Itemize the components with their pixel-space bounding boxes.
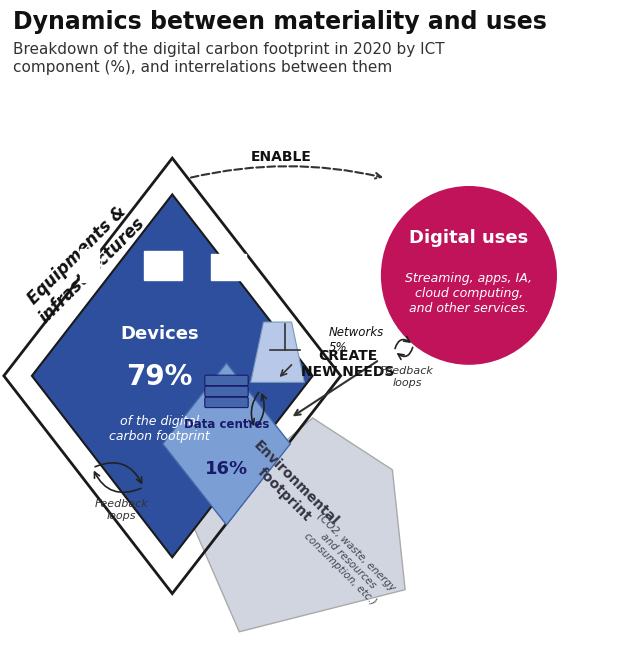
Text: Data centres: Data centres	[184, 418, 269, 431]
Text: ▬
▮: ▬ ▮	[84, 255, 94, 277]
Text: Digital uses: Digital uses	[410, 229, 528, 247]
Polygon shape	[211, 254, 246, 280]
Polygon shape	[80, 249, 99, 282]
Text: Feedback
loops: Feedback loops	[94, 499, 148, 521]
Text: CREATE
NEW NEEDS: CREATE NEW NEEDS	[301, 349, 394, 379]
Text: Feedback
loops: Feedback loops	[380, 366, 434, 388]
Text: Networks
5%: Networks 5%	[329, 326, 384, 354]
Text: (CO2, waste, energy
and resources
consumption, etc.): (CO2, waste, energy and resources consum…	[299, 511, 397, 610]
Polygon shape	[163, 363, 290, 525]
Polygon shape	[251, 322, 304, 382]
Text: 79%: 79%	[126, 363, 193, 391]
FancyBboxPatch shape	[205, 375, 248, 386]
Text: Dynamics between materiality and uses: Dynamics between materiality and uses	[13, 10, 547, 34]
Polygon shape	[32, 194, 313, 557]
Polygon shape	[144, 251, 182, 280]
Text: Equipments &
infrastructures: Equipments & infrastructures	[21, 199, 149, 327]
Text: Breakdown of the digital carbon footprint in 2020 by ICT
component (%), and inte: Breakdown of the digital carbon footprin…	[13, 42, 445, 75]
FancyBboxPatch shape	[205, 386, 248, 397]
FancyBboxPatch shape	[205, 397, 248, 408]
Text: of the digital
carbon footprint: of the digital carbon footprint	[109, 415, 210, 443]
Text: 16%: 16%	[205, 459, 248, 478]
Circle shape	[381, 186, 557, 365]
Polygon shape	[191, 418, 405, 632]
Text: Streaming, apps, IA,
cloud computing,
and other services.: Streaming, apps, IA, cloud computing, an…	[405, 272, 533, 315]
Text: Environmental
footprint: Environmental footprint	[239, 438, 341, 540]
Text: ✉: ✉	[82, 255, 103, 279]
Text: Devices: Devices	[120, 325, 199, 343]
Text: ENABLE: ENABLE	[250, 150, 311, 164]
